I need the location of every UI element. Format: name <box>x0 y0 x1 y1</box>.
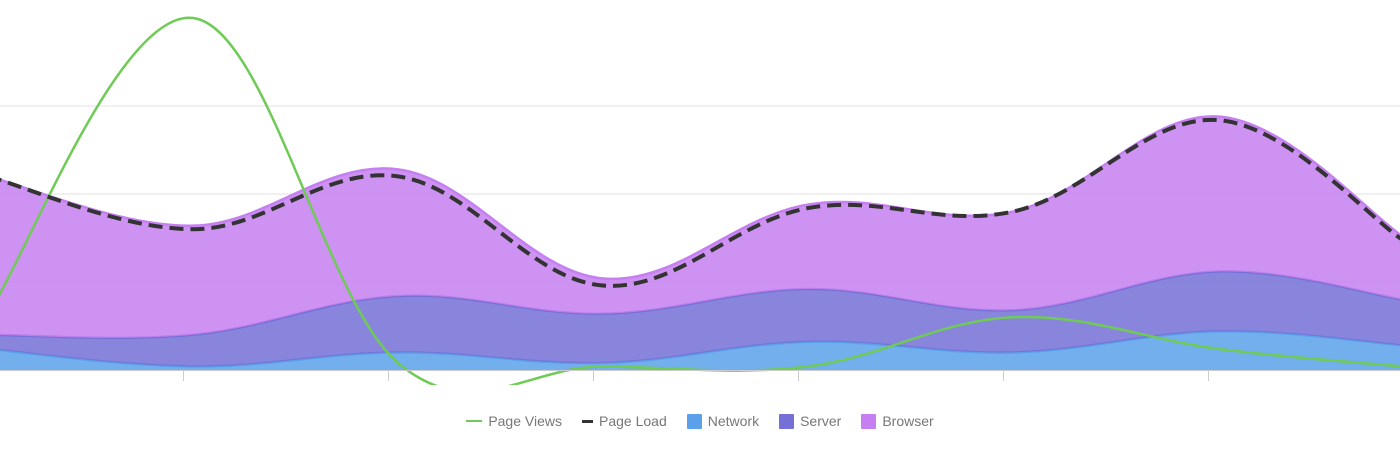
legend-item-browser[interactable]: Browser <box>861 413 934 429</box>
legend-label-browser: Browser <box>882 413 934 429</box>
legend-item-server[interactable]: Server <box>779 413 841 429</box>
area-browser <box>0 116 1400 338</box>
area-series <box>0 115 1400 371</box>
page-load-dash-swatch <box>582 419 593 423</box>
legend-item-page-load[interactable]: Page Load <box>582 413 667 429</box>
browser-color-swatch <box>861 413 877 429</box>
line-page-load <box>0 118 1400 288</box>
server-color-swatch <box>779 413 795 429</box>
area-edge-browser <box>0 115 1400 281</box>
legend-item-page-views[interactable]: Page Views <box>466 413 562 429</box>
area-server <box>0 271 1400 367</box>
network-color-swatch <box>686 413 702 429</box>
page-views-line-swatch <box>466 420 483 422</box>
legend-label-network: Network <box>707 413 760 429</box>
chart-area <box>0 16 1400 385</box>
x-axis <box>0 370 1400 381</box>
area-network <box>0 331 1400 371</box>
legend-item-network[interactable]: Network <box>686 413 760 429</box>
legend-label-page-views: Page Views <box>488 413 562 429</box>
line-series <box>0 16 1400 385</box>
line-page-views <box>0 16 1400 385</box>
legend-label-page-load: Page Load <box>599 413 667 429</box>
legend-label-server: Server <box>800 413 842 429</box>
chart-legend: Page Views Page Load Network Server Brow… <box>0 410 1400 432</box>
